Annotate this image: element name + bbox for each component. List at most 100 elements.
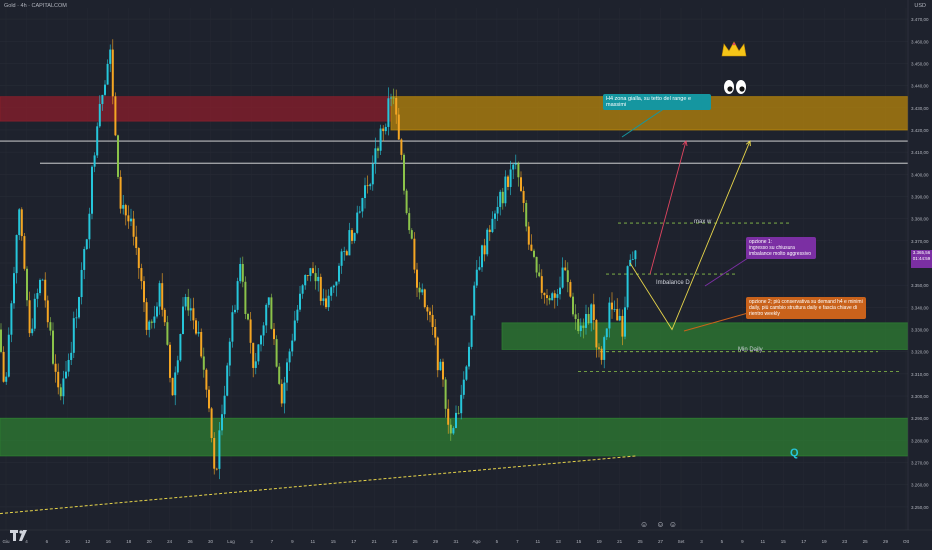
candle-body	[595, 319, 598, 348]
candle-body	[564, 267, 567, 271]
time-tick-label: 4	[25, 539, 28, 544]
candle-body	[72, 318, 75, 353]
candle-body	[488, 229, 491, 232]
candle-body	[366, 185, 369, 187]
candle-body	[252, 342, 255, 368]
time-tick-label: 25	[863, 539, 869, 544]
candle-body	[546, 295, 548, 299]
candle-body	[195, 320, 197, 334]
candle-body	[83, 249, 86, 270]
time-tick-label: 7	[271, 539, 274, 544]
time-tick-label: 29	[433, 539, 439, 544]
candle-body	[418, 287, 421, 293]
time-tick-label: 13	[556, 539, 562, 544]
candle-body	[317, 276, 320, 282]
candle-body	[382, 128, 385, 132]
candle-body	[600, 348, 603, 360]
time-tick-label: Lug	[227, 539, 235, 544]
candle-body	[460, 394, 463, 414]
candle-body	[143, 281, 145, 303]
tradingview-logo[interactable]	[10, 530, 30, 542]
candle-body	[171, 377, 174, 396]
price-tick-label: 3.290,00	[911, 416, 929, 421]
note-option-2[interactable]: opzione 2; più conservativa su demand h4…	[746, 297, 866, 319]
candle-body	[59, 387, 62, 397]
note-h4-zone[interactable]: H4 zona gialla, su tetto del range e mas…	[603, 94, 711, 110]
candle-body	[39, 279, 41, 294]
candle-body	[364, 185, 366, 199]
candle-body	[221, 414, 223, 431]
time-tick-label: 19	[597, 539, 603, 544]
candle-body	[348, 230, 351, 256]
candle-body	[566, 270, 569, 283]
price-tick-label: 3.380,00	[911, 217, 929, 222]
candle-body	[574, 314, 577, 319]
price-tick-label: 3.260,00	[911, 483, 929, 488]
candle-body	[499, 191, 502, 207]
candle-body	[150, 321, 153, 323]
last-price: 3.365,56	[912, 250, 931, 255]
event-icon[interactable]: ☺	[668, 520, 677, 529]
candle-body	[200, 331, 203, 357]
scenario-arrowhead	[745, 140, 751, 147]
time-tick-label: 9	[291, 539, 294, 544]
scenario-path	[629, 140, 751, 331]
event-icon[interactable]: ☺	[656, 520, 665, 529]
price-tick-label: 3.330,00	[911, 328, 929, 333]
time-tick-label: 5	[721, 539, 724, 544]
candle-body	[520, 177, 522, 192]
candle-body	[447, 408, 450, 425]
time-axis[interactable]: Giu 4 6 10 12 16 18 20 24 26 30 Lug 3 7 9 11 15 17 21 23 25 2…	[0, 529, 932, 544]
event-icon[interactable]: ☺	[640, 520, 649, 529]
candle-body	[304, 275, 307, 286]
price-tick-label: 3.440,00	[911, 84, 929, 89]
candle-body	[608, 302, 611, 329]
price-axis[interactable]: 3.470,00 3.460,00 3.450,00 3.440,00 3.430,00…	[907, 0, 932, 550]
candle-body	[592, 304, 595, 320]
candle-body	[158, 283, 161, 307]
candle-body	[234, 309, 236, 313]
candle-body	[457, 412, 460, 414]
event-icons[interactable]: ☺ ☺ ☺	[640, 520, 677, 529]
candle-body	[338, 265, 340, 282]
scenario-arrows	[621, 105, 751, 332]
candle-body	[46, 300, 49, 323]
price-tick-label: 3.390,00	[911, 194, 929, 199]
candle-body	[187, 296, 190, 311]
time-tick-label: 15	[331, 539, 337, 544]
time-tick-label: 29	[883, 539, 889, 544]
candle-body	[91, 166, 93, 214]
time-tick-label: Ott	[903, 539, 910, 544]
candle-body	[553, 293, 556, 298]
candle-body	[538, 272, 541, 277]
candle-body	[202, 356, 205, 370]
candle-body	[548, 298, 551, 301]
candle-body	[369, 184, 372, 187]
candle-body	[80, 269, 83, 298]
candle-body	[286, 362, 288, 383]
note-option-1[interactable]: opzione 1: ingresso su chiusura imbalanc…	[746, 237, 816, 259]
time-tick-label: 18	[126, 539, 132, 544]
currency-label: USD	[914, 3, 926, 9]
time-tick-label: 26	[188, 539, 194, 544]
levels	[0, 140, 908, 373]
candle-body	[265, 304, 268, 326]
candle-body	[296, 309, 299, 321]
time-tick-label: 21	[372, 539, 378, 544]
candle-body	[403, 154, 405, 191]
time-tick-label: 5	[496, 539, 499, 544]
candle-body	[507, 176, 509, 187]
q-mark: Q	[790, 447, 799, 459]
candle-body	[585, 314, 587, 328]
candle-body	[0, 329, 2, 352]
time-tick-label: 16	[106, 539, 112, 544]
candle-body	[299, 293, 301, 310]
candle-body	[140, 268, 143, 282]
candle-body	[210, 408, 213, 439]
note-pointer	[683, 312, 749, 332]
candle-body	[358, 211, 361, 213]
candle-body	[130, 218, 132, 222]
candle-body	[124, 205, 127, 216]
candle-body	[127, 215, 130, 222]
